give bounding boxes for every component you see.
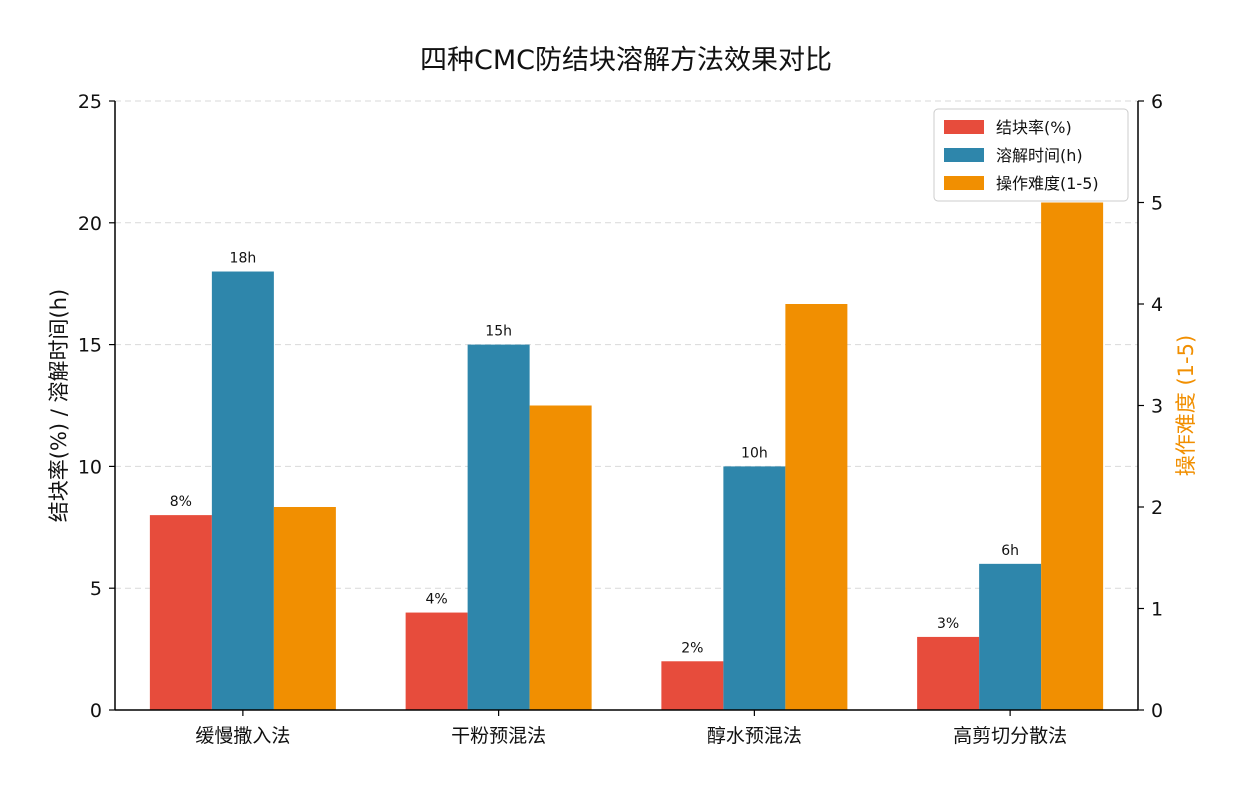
- bar: [211, 271, 274, 710]
- bar-value-label: 4%: [426, 592, 448, 608]
- left-y-tick-label: 15: [78, 335, 102, 357]
- bar-value-label: 18h: [230, 251, 257, 267]
- bars-layer: [149, 202, 1104, 710]
- left-axis-label: 结块率(%) / 溶解时间(h): [47, 289, 71, 522]
- left-y-tick-label: 0: [90, 700, 102, 722]
- bar: [723, 466, 786, 710]
- legend-label: 溶解时间(h): [996, 146, 1083, 165]
- bar-value-label: 8%: [170, 494, 192, 510]
- bar: [1041, 202, 1104, 710]
- grid-layer: [115, 100, 1138, 589]
- bar: [917, 636, 980, 710]
- legend-swatch: [944, 176, 984, 190]
- x-tick-label: 高剪切分散法: [953, 725, 1067, 747]
- legend-label: 操作难度(1-5): [996, 174, 1099, 193]
- right-y-tick-label: 4: [1151, 294, 1163, 316]
- right-y-tick-label: 1: [1151, 599, 1163, 621]
- legend-label: 结块率(%): [996, 118, 1072, 137]
- bar: [979, 563, 1042, 710]
- bar: [467, 344, 530, 710]
- bar: [405, 612, 468, 710]
- axes-layer: [109, 100, 1144, 716]
- left-y-tick-label: 25: [78, 91, 102, 113]
- right-y-tick-label: 2: [1151, 497, 1163, 519]
- bar-value-label: 2%: [681, 640, 703, 656]
- bar: [661, 661, 724, 710]
- right-y-tick-label: 0: [1151, 700, 1163, 722]
- labels-layer: 8% 18h 缓慢撒入法 4% 15h 干粉预混法 2% 10h 醇水预混法 3% 6h 高剪切分散法…: [47, 91, 1198, 747]
- bar: [149, 515, 212, 710]
- bar: [273, 507, 336, 710]
- right-y-tick-label: 3: [1151, 396, 1163, 418]
- x-tick-label: 干粉预混法: [451, 725, 546, 747]
- right-y-tick-label: 6: [1151, 91, 1163, 113]
- bar: [529, 405, 592, 710]
- bar-value-label: 10h: [741, 445, 768, 461]
- left-y-tick-label: 10: [78, 456, 102, 478]
- left-y-tick-label: 20: [78, 213, 102, 235]
- bar: [785, 304, 848, 710]
- bar-value-label: 15h: [485, 324, 512, 340]
- bar-value-label: 3%: [937, 616, 959, 632]
- legend: 结块率(%) 溶解时间(h) 操作难度(1-5): [933, 108, 1129, 202]
- right-axis-label: 操作难度 (1-5): [1174, 335, 1198, 476]
- legend-swatch: [944, 148, 984, 162]
- x-tick-label: 醇水预混法: [707, 725, 802, 747]
- left-y-tick-label: 5: [90, 578, 102, 600]
- chart-title: 四种CMC防结块溶解方法效果对比: [420, 45, 832, 76]
- right-y-tick-label: 5: [1151, 193, 1163, 215]
- legend-swatch: [944, 120, 984, 134]
- bar-value-label: 6h: [1001, 543, 1019, 559]
- x-tick-label: 缓慢撒入法: [195, 725, 290, 747]
